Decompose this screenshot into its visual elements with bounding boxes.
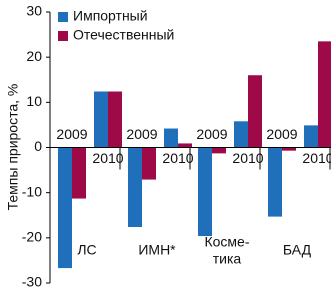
y-tick-label: -30: [22, 274, 42, 290]
bar: [72, 147, 86, 199]
bar: [248, 75, 262, 148]
label-bg: [195, 126, 229, 143]
x-tick-label: 2009: [56, 126, 87, 142]
bar: [212, 147, 226, 154]
group-label: тика: [213, 251, 242, 267]
bar: [198, 147, 212, 237]
y-axis-label: Темпы прироста, %: [5, 84, 21, 211]
bar: [304, 125, 318, 148]
label-bg: [301, 150, 331, 167]
label-bg: [55, 126, 89, 143]
x-tick-label: 2010: [232, 150, 263, 166]
y-tick-label: 20: [26, 48, 42, 64]
label-bg: [125, 126, 159, 143]
group-label: ЛС: [77, 242, 96, 258]
bar: [128, 147, 142, 227]
group-label: ИМН*: [138, 242, 176, 258]
bar: [164, 128, 178, 148]
y-tick-label: 30: [26, 3, 42, 19]
legend-swatch: [58, 12, 68, 22]
bar: [108, 91, 122, 148]
bar: [94, 91, 108, 148]
y-tick-label: -20: [22, 229, 42, 245]
bar: [268, 147, 282, 217]
bar: [58, 147, 72, 269]
legend-label: Импортный: [73, 8, 148, 24]
label-bg: [265, 126, 299, 143]
x-tick-label: 2009: [196, 126, 227, 142]
y-tick-label: 10: [26, 93, 42, 109]
x-tick-label: 2009: [266, 126, 297, 142]
legend-swatch: [58, 31, 68, 41]
group-label: БАД: [283, 242, 312, 258]
group-label: Косме-: [204, 234, 249, 250]
label-bg: [161, 150, 195, 167]
bar: [178, 143, 192, 148]
bar: [142, 147, 156, 180]
x-tick-label: 2010: [162, 150, 193, 166]
bar: [282, 147, 296, 151]
x-tick-label: 2009: [126, 126, 157, 142]
y-tick-label: -10: [22, 183, 42, 199]
bar: [318, 41, 331, 148]
label-bg: [91, 150, 125, 167]
legend-label: Отечественный: [73, 27, 174, 43]
x-tick-label: 2010: [302, 150, 331, 166]
bar: [234, 121, 248, 148]
label-bg: [231, 150, 265, 167]
y-tick-label: 0: [34, 138, 42, 154]
x-tick-label: 2010: [92, 150, 123, 166]
